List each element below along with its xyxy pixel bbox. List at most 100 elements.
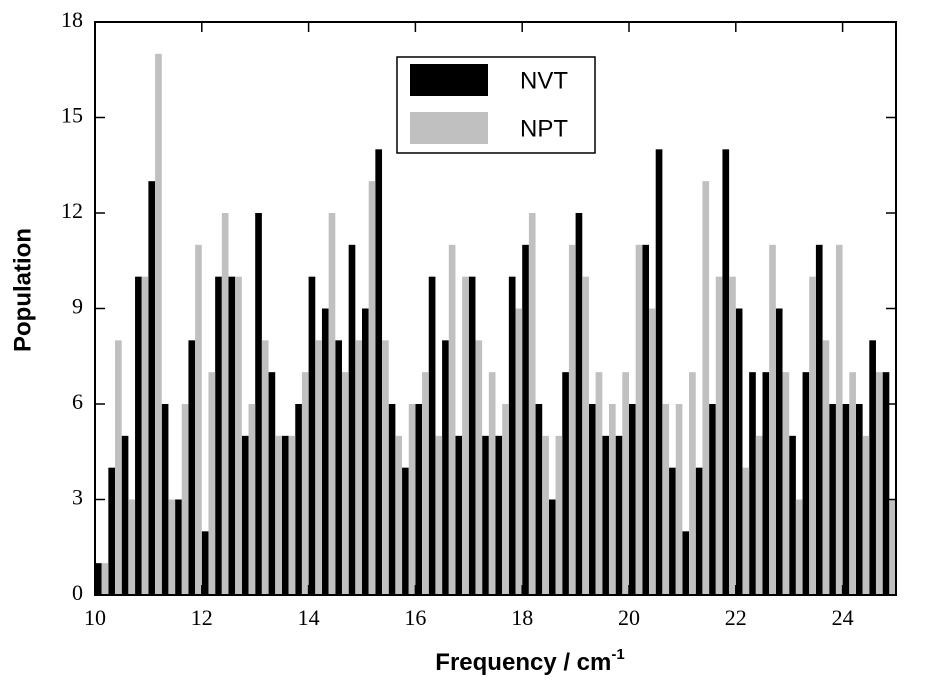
- y-tick-label: 6: [72, 389, 83, 414]
- bar: [181, 404, 189, 595]
- bar: [875, 372, 883, 595]
- bar: [522, 244, 529, 596]
- bar: [121, 435, 129, 595]
- x-tick-label: 10: [84, 605, 106, 630]
- bar: [375, 149, 383, 596]
- bar: [235, 276, 242, 595]
- bar: [308, 276, 316, 595]
- bar: [655, 149, 663, 596]
- bar: [201, 531, 209, 595]
- bar: [101, 563, 109, 595]
- bar: [175, 499, 182, 595]
- bar: [815, 244, 823, 596]
- y-tick-label: 3: [72, 485, 83, 510]
- bar: [442, 340, 449, 595]
- bar: [341, 372, 349, 595]
- bar: [782, 372, 790, 595]
- bar: [835, 244, 843, 596]
- bar: [502, 404, 509, 595]
- bar: [695, 467, 703, 595]
- bar: [328, 213, 336, 595]
- bar: [115, 340, 122, 595]
- bar: [281, 435, 289, 595]
- bar: [382, 340, 389, 595]
- bar: [722, 149, 730, 596]
- bar: [135, 276, 142, 595]
- bar: [675, 404, 683, 595]
- bar: [575, 213, 583, 595]
- bar: [395, 435, 403, 595]
- bar: [735, 308, 743, 595]
- bar: [669, 467, 676, 595]
- bar: [208, 372, 216, 595]
- bar: [662, 404, 670, 595]
- bar: [348, 244, 356, 596]
- x-tick-label: 24: [832, 605, 854, 630]
- bar: [742, 467, 750, 595]
- bar: [141, 276, 149, 595]
- bar: [889, 499, 896, 595]
- x-tick-label: 16: [404, 605, 426, 630]
- bar: [588, 404, 596, 595]
- bar: [689, 372, 696, 595]
- bar: [315, 340, 322, 595]
- bar: [221, 213, 229, 595]
- bar: [155, 53, 162, 596]
- bar: [869, 340, 876, 595]
- x-tick-label: 20: [618, 605, 640, 630]
- bar: [161, 404, 169, 595]
- bar: [495, 435, 503, 595]
- bar: [702, 181, 710, 595]
- bar: [842, 404, 850, 595]
- bar: [422, 372, 429, 595]
- bar: [428, 276, 436, 595]
- x-tick-label: 14: [298, 605, 320, 630]
- bar: [402, 467, 409, 595]
- plot-frame: [94, 21, 897, 596]
- bar: [855, 404, 863, 595]
- bar: [795, 499, 803, 595]
- bar: [802, 372, 810, 595]
- bar: [215, 276, 222, 595]
- bar: [649, 308, 656, 595]
- y-tick-label: 18: [61, 7, 83, 32]
- bar: [709, 404, 716, 595]
- bar: [228, 276, 236, 595]
- bar: [248, 404, 256, 595]
- bar: [755, 435, 763, 595]
- bar: [388, 404, 396, 595]
- bar: [255, 213, 262, 595]
- bar: [635, 244, 643, 596]
- bar: [715, 276, 723, 595]
- bar: [849, 372, 856, 595]
- bar: [622, 372, 629, 595]
- bar: [275, 435, 282, 595]
- bar: [535, 404, 543, 595]
- bar: [882, 372, 890, 595]
- bar: [301, 372, 309, 595]
- bar: [128, 499, 136, 595]
- bar: [615, 435, 623, 595]
- bar: [809, 276, 816, 595]
- bar: [629, 404, 636, 595]
- bar: [188, 340, 196, 595]
- y-tick-label: 0: [72, 580, 83, 605]
- bar: [321, 308, 329, 595]
- bar: [562, 372, 569, 595]
- bar: [682, 531, 690, 595]
- legend-swatch: [410, 64, 488, 96]
- legend-swatch: [410, 112, 488, 144]
- y-axis-label: Population: [9, 228, 36, 352]
- bar: [455, 435, 463, 595]
- x-tick-label: 22: [725, 605, 747, 630]
- bar: [288, 435, 296, 595]
- bar: [268, 372, 276, 595]
- bar: [475, 340, 483, 595]
- bar: [368, 181, 376, 595]
- bar: [462, 276, 469, 595]
- bar: [95, 563, 102, 595]
- x-axis-label: Frequency / cm-1: [435, 646, 624, 676]
- bar: [829, 404, 836, 595]
- bar: [775, 308, 783, 595]
